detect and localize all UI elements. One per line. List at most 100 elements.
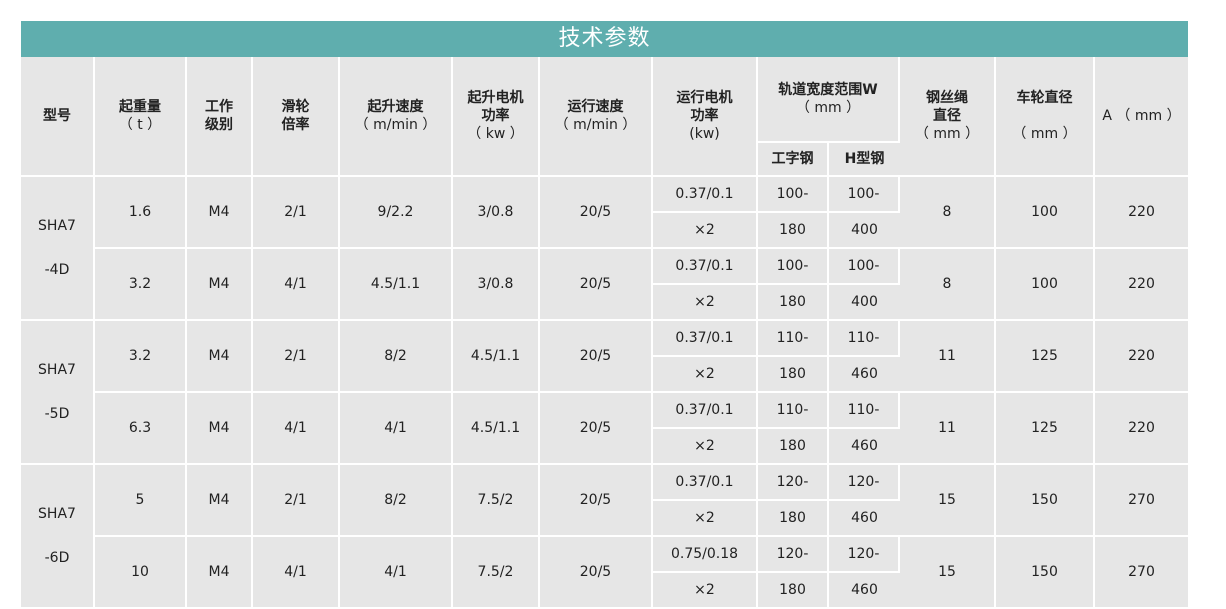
track-h-beam-cell: 120- <box>829 465 901 501</box>
run-motor-multiplier-cell: ×2 <box>653 501 758 537</box>
lift-motor-cell: 3/0.8 <box>453 177 540 249</box>
table-row: ×2 180 400 <box>21 285 1188 321</box>
table-title: 技术参数 <box>21 21 1188 57</box>
lift-speed-cell: 8/2 <box>340 321 453 393</box>
model-suffix: -6D <box>44 550 70 566</box>
lift-motor-cell: 4.5/1.1 <box>453 321 540 393</box>
lift-speed-cell: 4.5/1.1 <box>340 249 453 321</box>
table-row: SHA7 -6D 5 M4 2/1 8/2 7.5/2 20/5 0.37/0.1 120- 120… <box>21 465 1189 609</box>
track-i-beam-cell: 180 <box>758 501 829 537</box>
track-h-beam-cell: 400 <box>829 213 901 249</box>
pulley-ratio-cell: 4/1 <box>253 537 340 609</box>
table-row: ×2 180 400 <box>21 213 1188 249</box>
run-speed-cell: 20/5 <box>540 249 653 321</box>
track-h-beam-cell: 110- <box>829 393 901 429</box>
lift-motor-cell: 7.5/2 <box>453 465 540 537</box>
track-i-beam-cell: 180 <box>758 429 829 465</box>
track-h-beam-cell: 460 <box>829 573 901 609</box>
wheel-diameter-cell: 150 <box>996 537 1096 609</box>
run-motor-multiplier-cell: ×2 <box>653 285 758 321</box>
header-work-class: 工作 级别 <box>187 57 253 177</box>
work-class-cell: M4 <box>187 393 253 465</box>
header-track-h-beam: H型钢 <box>829 143 901 177</box>
track-i-beam-cell: 180 <box>758 357 829 393</box>
table-row: SHA7 -4D 1.6 M4 2/1 9/2.2 3/0.8 20/5 0.37/0.1 100… <box>21 177 1189 321</box>
spec-table-container: 技术参数 型号 起重量（ t ） 工作 级别 滑轮 倍率 起升速度（ m/min ）… <box>21 21 1189 609</box>
a-cell: 220 <box>1095 249 1189 321</box>
work-class-cell: M4 <box>187 537 253 609</box>
run-motor-cell: 0.75/0.18 <box>653 537 758 573</box>
work-class-cell: M4 <box>187 177 253 249</box>
track-h-beam-cell: 460 <box>829 357 901 393</box>
lift-motor-cell: 4.5/1.1 <box>453 393 540 465</box>
table-row: ×2 180 460 <box>21 501 1188 537</box>
track-i-beam-cell: 180 <box>758 573 829 609</box>
model-suffix: -4D <box>44 262 70 278</box>
lift-speed-cell: 9/2.2 <box>340 177 453 249</box>
model-cell: SHA7 -6D <box>21 465 95 609</box>
lift-speed-cell: 4/1 <box>340 537 453 609</box>
track-i-beam-cell: 110- <box>758 393 829 429</box>
model-name: SHA7 <box>38 506 76 522</box>
header-lift-speed: 起升速度（ m/min ） <box>340 57 453 177</box>
header-row: 型号 起重量（ t ） 工作 级别 滑轮 倍率 起升速度（ m/min ） 起升电机… <box>21 57 1189 177</box>
track-h-beam-cell: 400 <box>829 285 901 321</box>
track-h-beam-cell: 110- <box>829 321 901 357</box>
rope-diameter-cell: 11 <box>900 321 997 393</box>
wheel-diameter-cell: 150 <box>996 465 1096 537</box>
rope-diameter-cell: 11 <box>900 393 997 465</box>
track-i-beam-cell: 100- <box>758 177 829 213</box>
run-motor-multiplier-cell: ×2 <box>653 213 758 249</box>
track-i-beam-cell: 120- <box>758 465 829 501</box>
track-i-beam-cell: 120- <box>758 537 829 573</box>
lift-motor-cell: 7.5/2 <box>453 537 540 609</box>
header-load: 起重量（ t ） <box>95 57 187 177</box>
header-run-motor: 运行电机 功率 (kw) <box>653 57 758 177</box>
header-track-width: 轨道宽度范围W （ mm ） <box>758 57 901 143</box>
track-i-beam-cell: 180 <box>758 213 829 249</box>
run-motor-multiplier-cell: ×2 <box>653 357 758 393</box>
rope-diameter-cell: 8 <box>900 177 997 249</box>
header-subrow: 工字钢 H型钢 <box>21 143 1188 177</box>
work-class-cell: M4 <box>187 321 253 393</box>
track-i-beam-cell: 180 <box>758 285 829 321</box>
load-cell: 3.2 <box>95 321 187 393</box>
rope-diameter-cell: 15 <box>900 465 997 537</box>
pulley-ratio-cell: 2/1 <box>253 177 340 249</box>
run-speed-cell: 20/5 <box>540 393 653 465</box>
table-row: 10 M4 4/1 4/1 7.5/2 20/5 0.75/0.18 120- 120- 15 15… <box>21 537 1189 609</box>
rope-diameter-cell: 15 <box>900 537 997 609</box>
track-i-beam-cell: 110- <box>758 321 829 357</box>
lift-speed-cell: 4/1 <box>340 393 453 465</box>
wheel-diameter-cell: 125 <box>996 393 1096 465</box>
lift-speed-cell: 8/2 <box>340 465 453 537</box>
model-name: SHA7 <box>38 362 76 378</box>
header-model: 型号 <box>21 57 95 177</box>
work-class-cell: M4 <box>187 465 253 537</box>
wheel-diameter-cell: 125 <box>996 321 1096 393</box>
track-i-beam-cell: 100- <box>758 249 829 285</box>
load-cell: 3.2 <box>95 249 187 321</box>
model-cell: SHA7 -5D <box>21 321 95 465</box>
table-row: 6.3 M4 4/1 4/1 4.5/1.1 20/5 0.37/0.1 110- 110- 11… <box>21 393 1189 465</box>
header-run-speed: 运行速度（ m/min ） <box>540 57 653 177</box>
table-row: ×2 180 460 <box>21 429 1188 465</box>
run-motor-cell: 0.37/0.1 <box>653 321 758 357</box>
run-speed-cell: 20/5 <box>540 537 653 609</box>
load-cell: 6.3 <box>95 393 187 465</box>
run-speed-cell: 20/5 <box>540 321 653 393</box>
load-cell: 5 <box>95 465 187 537</box>
table-row: SHA7 -5D 3.2 M4 2/1 8/2 4.5/1.1 20/5 0.37/0.1 110… <box>21 321 1189 465</box>
a-cell: 220 <box>1095 321 1189 393</box>
run-motor-cell: 0.37/0.1 <box>653 393 758 429</box>
load-cell: 1.6 <box>95 177 187 249</box>
a-cell: 220 <box>1095 393 1189 465</box>
track-h-beam-cell: 460 <box>829 501 901 537</box>
header-pulley-ratio: 滑轮 倍率 <box>253 57 340 177</box>
track-h-beam-cell: 100- <box>829 177 901 213</box>
run-motor-cell: 0.37/0.1 <box>653 249 758 285</box>
spec-table: 型号 起重量（ t ） 工作 级别 滑轮 倍率 起升速度（ m/min ） 起升电机… <box>21 57 1189 609</box>
model-suffix: -5D <box>44 406 70 422</box>
wheel-diameter-cell: 100 <box>996 177 1096 249</box>
run-speed-cell: 20/5 <box>540 177 653 249</box>
